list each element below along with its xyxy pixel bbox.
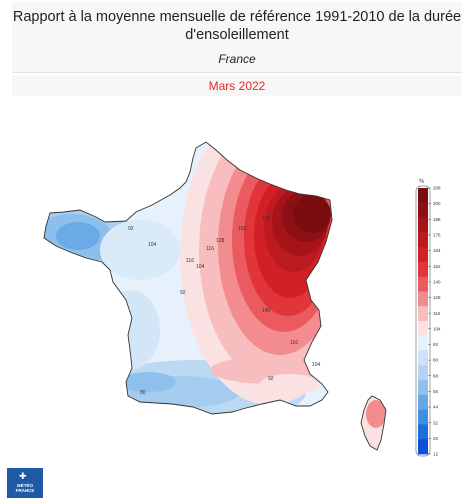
legend-cell [418, 409, 428, 425]
contour-label: 116 [206, 246, 214, 252]
legend-cell [418, 394, 428, 411]
legend-tick-label: 176 [433, 233, 441, 238]
legend-tick-label: 68 [433, 373, 439, 378]
title-line-1: Rapport à la moyenne mensuelle de référe… [12, 9, 462, 25]
contour-label: 104 [312, 362, 321, 368]
date-bar: Mars 2022 [12, 76, 462, 96]
contour-label: 92 [268, 376, 274, 382]
contour-label: 188 [286, 206, 295, 212]
logo-text-line1: MÉTÉO [16, 483, 33, 488]
legend-tick-label: 116 [433, 311, 441, 316]
contour-label: 140 [262, 308, 271, 314]
contour-label: 116 [186, 258, 194, 264]
legend-cell [418, 188, 428, 204]
date-label: Mars 2022 [208, 79, 266, 93]
legend-tick-label: 20 [433, 436, 439, 441]
legend-cell [418, 276, 428, 292]
legend-cell [418, 350, 428, 366]
legend-cell [418, 217, 428, 233]
contour-label: 104 [148, 242, 157, 248]
contour-label: 152 [238, 226, 247, 232]
legend-tick-label: 44 [433, 405, 439, 410]
legend-tick-label: 32 [433, 420, 439, 425]
contour-label: 128 [216, 238, 225, 244]
legend-tick-label: 152 [433, 264, 441, 269]
legend-cell [418, 424, 428, 440]
header-panel: Rapport à la moyenne mensuelle de référe… [12, 2, 462, 73]
title-line-2: d'ensoleillement [185, 27, 289, 43]
logo-emblem-icon: ✚ [19, 471, 27, 481]
legend-tick-label: 140 [433, 279, 441, 284]
legend-tick-label: 80 [433, 358, 439, 363]
logo-text: MÉTÉO FRANCE [9, 483, 41, 493]
legend-cell [418, 321, 428, 337]
legend-cell [418, 335, 428, 351]
legend-tick-label: 56 [433, 389, 439, 394]
legend-tick-label: 188 [433, 217, 441, 222]
legend-cell [418, 365, 428, 381]
legend-ticks: 208 200 188 176 164 152 140 128 116 104 92 80 68 56 44… [428, 186, 441, 457]
legend-cell [418, 291, 428, 307]
legend-cell [418, 261, 428, 278]
legend-tick-label: 128 [433, 295, 441, 300]
region-subtitle: France [218, 52, 256, 66]
legend-cell [418, 232, 428, 248]
contour-label: 176 [262, 216, 271, 222]
legend-cell [418, 306, 428, 322]
legend-bar-frame [415, 185, 431, 457]
legend-cell [418, 202, 428, 218]
contour-label: 80 [140, 390, 146, 396]
legend-unit: % [419, 179, 425, 185]
map-title: Rapport à la moyenne mensuelle de référe… [12, 8, 462, 44]
logo-text-line2: FRANCE [15, 488, 35, 493]
meteo-france-logo: ✚ MÉTÉO FRANCE [7, 468, 43, 498]
legend-bar [418, 188, 428, 455]
legend-tick-label: 208 [433, 186, 441, 191]
legend-cell [418, 439, 428, 455]
contour-label: 104 [196, 264, 205, 270]
contour-label: 92 [180, 290, 186, 296]
legend-tick-label: 164 [433, 248, 441, 253]
contour-label: 92 [128, 226, 134, 232]
sunshine-ratio-map: 92 104 116 92 104 116 128 152 176 188 14… [43, 141, 441, 457]
contour-label: 116 [290, 340, 298, 346]
legend-tick-label: 92 [433, 342, 439, 347]
legend-cell [418, 380, 428, 396]
legend-tick-label: 200 [433, 201, 441, 206]
legend-tick-label: 104 [433, 326, 441, 331]
legend-cell [418, 247, 428, 263]
legend-tick-label: 12 [433, 452, 439, 457]
